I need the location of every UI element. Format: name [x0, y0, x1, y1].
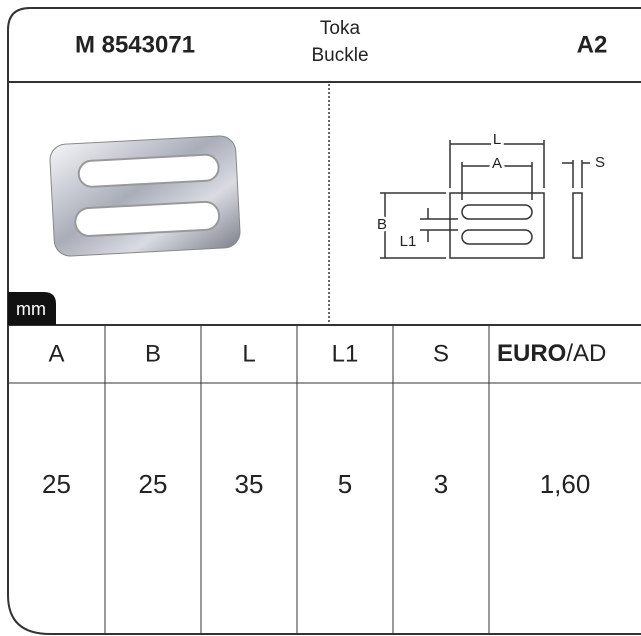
buckle-photo — [49, 135, 241, 257]
header-rest: /AD — [566, 340, 606, 367]
frame — [7, 7, 641, 635]
spec-table: A B L L1 S EURO/AD 25 25 35 5 3 1,60 — [42, 340, 606, 499]
product-name: Buckle — [311, 45, 368, 66]
header-bold: EURO — [497, 340, 566, 367]
column-header: S — [433, 340, 449, 367]
unit-badge — [8, 292, 56, 325]
column-header: EURO/AD — [497, 340, 606, 367]
unit-label: mm — [16, 299, 46, 319]
variant: A2 — [577, 31, 608, 58]
cell-value: 25 — [42, 469, 71, 499]
column-header: B — [145, 340, 161, 367]
product-code: M 8543071 — [75, 31, 195, 58]
column-header: L — [242, 340, 255, 367]
dim-label: S — [595, 154, 605, 171]
cell-value: 5 — [338, 469, 352, 499]
column-header: A — [48, 340, 64, 367]
dim-label: L1 — [400, 233, 417, 250]
product-name: Toka — [320, 18, 361, 39]
column-lines — [104, 325, 490, 634]
dim-label: B — [377, 216, 387, 233]
cell-value: 25 — [139, 469, 168, 499]
cell-value: 3 — [434, 469, 448, 499]
dim-label: L — [493, 131, 501, 148]
buckle-drawing — [380, 140, 590, 259]
dim-label: A — [492, 155, 502, 172]
column-header: L1 — [332, 340, 359, 367]
cell-value: 35 — [235, 469, 264, 499]
cell-value: 1,60 — [540, 469, 591, 499]
